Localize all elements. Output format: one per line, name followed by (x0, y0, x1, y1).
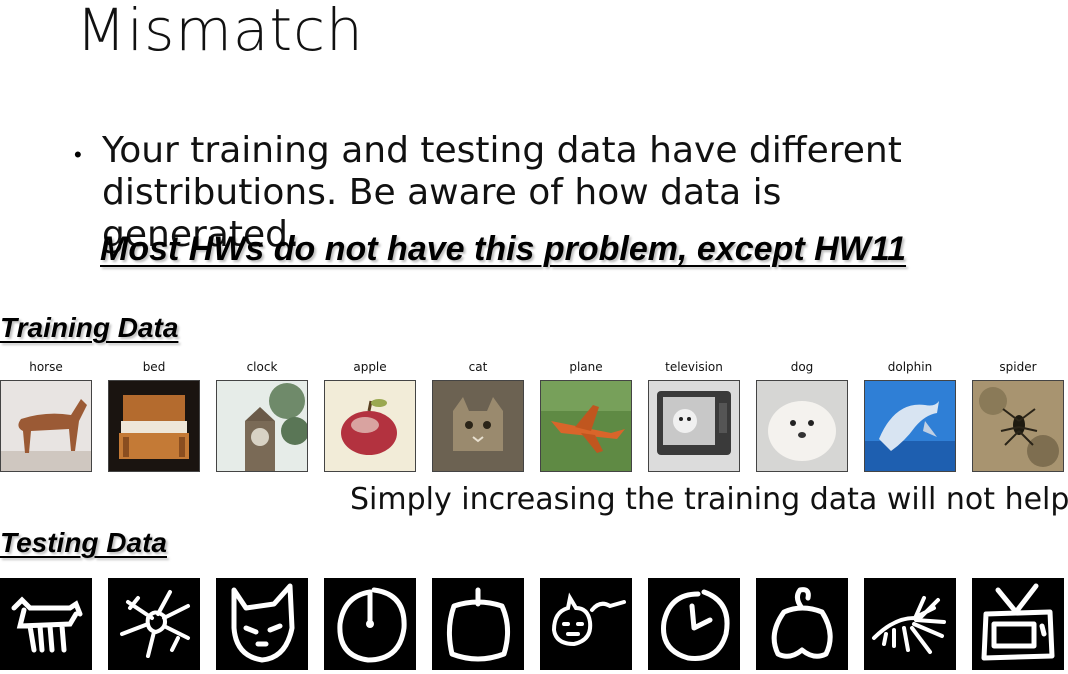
training-caption: dolphin (887, 360, 933, 374)
training-image-apple: apple (324, 360, 416, 472)
cat-photo (432, 380, 524, 472)
testing-data-label: Testing Data (0, 527, 167, 558)
clock-sketch-icon (324, 578, 416, 670)
training-image-television: television (648, 360, 740, 472)
training-caption: television (665, 360, 723, 374)
spider-sketch-icon (108, 578, 200, 670)
training-image-horse: horse (0, 360, 92, 472)
dog-photo (756, 380, 848, 472)
training-image-cat: cat (432, 360, 524, 472)
bullet-dot-icon: • (74, 142, 82, 167)
television-sketch-icon (972, 578, 1064, 670)
training-image-clock: clock (216, 360, 308, 472)
training-image-grid: horse bed clock apple (0, 360, 1068, 475)
training-caption: dog (790, 360, 814, 374)
spider-photo (972, 380, 1064, 472)
television-photo (648, 380, 740, 472)
cat-sketch-icon (216, 578, 308, 670)
apple-photo (324, 380, 416, 472)
testing-image-grid (0, 578, 1068, 670)
bullet-text: Your training and testing data have diff… (102, 130, 902, 255)
highlight-text: Most HWs do not have this problem, excep… (100, 230, 907, 268)
apple-sketch-icon (756, 578, 848, 670)
training-image-dog: dog (756, 360, 848, 472)
horse-photo (0, 380, 92, 472)
training-caption: cat (468, 360, 488, 374)
training-caption: spider (999, 360, 1037, 374)
training-image-dolphin: dolphin (864, 360, 956, 472)
training-caption: apple (353, 360, 387, 374)
dog-sketch-icon (540, 578, 632, 670)
training-image-spider: spider (972, 360, 1064, 472)
dolphin-photo (864, 380, 956, 472)
training-data-label: Training Data (0, 312, 179, 343)
clock-sketch-icon (648, 578, 740, 670)
training-image-plane: plane (540, 360, 632, 472)
horse-sketch-icon (0, 578, 92, 670)
apple-sketch-icon (432, 578, 524, 670)
training-caption: horse (29, 360, 63, 374)
bed-photo (108, 380, 200, 472)
training-caption: clock (246, 360, 278, 374)
training-caption: plane (569, 360, 603, 374)
plane-photo (540, 380, 632, 472)
training-image-bed: bed (108, 360, 200, 472)
training-caption: bed (142, 360, 166, 374)
slide-title: Mismatch (76, 0, 364, 64)
dolphin-sketch-icon (864, 578, 956, 670)
note-text: Simply increasing the training data will… (350, 482, 1068, 517)
clock-photo (216, 380, 308, 472)
